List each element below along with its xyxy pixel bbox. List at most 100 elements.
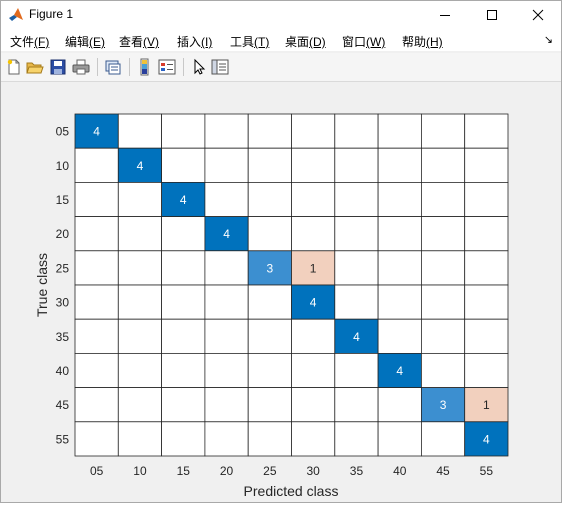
matrix-cell-7-7	[377, 352, 422, 388]
matrix-cell-4-2	[161, 250, 206, 286]
matrix-cell-7-0	[74, 352, 119, 388]
matrix-cell-5-9	[464, 284, 509, 320]
matrix-cell-5-0	[74, 284, 119, 320]
window-title: Figure 1	[29, 7, 74, 21]
matrix-cell-7-6	[334, 352, 379, 388]
matrix-cell-5-6	[334, 284, 379, 320]
close-button[interactable]	[515, 1, 561, 29]
close-icon	[532, 9, 544, 21]
x-tick-label: 05	[90, 464, 104, 478]
menu-edit[interactable]: 编辑(E)	[65, 35, 106, 49]
y-tick-label: 20	[56, 227, 70, 241]
matrix-cell-4-0	[74, 250, 119, 286]
matrix-cell-8-0	[74, 387, 119, 423]
save-icon[interactable]	[49, 58, 67, 76]
matrix-cell-6-5	[291, 318, 336, 354]
matrix-cell-6-3	[204, 318, 249, 354]
menu-tools[interactable]: 工具(T)	[230, 35, 270, 49]
cell-value-8-8: 3	[440, 398, 447, 412]
toolbar-separator	[183, 58, 184, 76]
matrix-cell-8-8	[420, 387, 466, 423]
matrix-cell-9-4	[247, 421, 292, 457]
matrix-cell-3-5	[291, 216, 336, 252]
matrix-cell-5-4	[247, 284, 292, 320]
menu-view[interactable]: 查看(V)	[119, 35, 160, 49]
matrix-cell-7-9	[464, 352, 509, 388]
open-file-icon[interactable]	[26, 58, 44, 76]
new-figure-icon[interactable]	[5, 58, 23, 76]
menu-window[interactable]: 窗口(W)	[342, 35, 386, 49]
y-tick-label: 35	[56, 330, 70, 344]
matrix-cell-0-3	[204, 113, 249, 149]
print-icon[interactable]	[72, 58, 90, 76]
matrix-cell-2-2	[161, 182, 206, 218]
link-plot-icon[interactable]	[104, 58, 122, 76]
x-axis-label: Predicted class	[244, 483, 339, 499]
matrix-cell-7-3	[204, 352, 249, 388]
matrix-cell-0-1	[117, 113, 163, 149]
matrix-cell-2-9	[464, 182, 509, 218]
y-tick-label: 25	[56, 261, 70, 275]
matrix-cell-9-1	[117, 421, 163, 457]
matrix-cell-6-6	[334, 318, 379, 354]
title-bar[interactable]: Figure 1	[1, 1, 561, 29]
cell-value-3-3: 4	[223, 227, 230, 241]
matrix-cell-5-8	[420, 284, 466, 320]
property-inspector-icon[interactable]	[211, 58, 229, 76]
matrix-cell-3-2	[161, 216, 206, 252]
toolbar-separator	[129, 58, 130, 76]
menu-desktop[interactable]: 桌面(D)	[285, 35, 326, 49]
matrix-cell-7-2	[161, 352, 206, 388]
menu-help[interactable]: 帮助(H)	[402, 35, 443, 49]
matrix-cell-5-1	[117, 284, 163, 320]
x-tick-label: 15	[177, 464, 191, 478]
y-axis-label: True class	[34, 253, 50, 317]
matrix-cell-6-0	[74, 318, 119, 354]
menu-insert[interactable]: 插入(I)	[177, 35, 213, 49]
matrix-cell-3-3	[204, 216, 249, 252]
matrix-cell-4-3	[204, 250, 249, 286]
matrix-cell-2-7	[377, 182, 422, 218]
y-tick-label: 45	[56, 398, 70, 412]
matrix-cell-1-7	[377, 147, 422, 183]
menu-overflow-arrow-icon[interactable]: ↘	[543, 34, 553, 46]
matrix-cell-3-1	[117, 216, 163, 252]
minimize-button[interactable]	[422, 1, 468, 29]
matrix-cell-2-8	[420, 182, 466, 218]
matrix-cell-8-1	[117, 387, 163, 423]
matrix-cell-8-2	[161, 387, 206, 423]
matrix-cell-1-9	[464, 147, 509, 183]
colorbar-icon[interactable]	[136, 58, 154, 76]
matrix-cell-6-1	[117, 318, 163, 354]
matrix-cell-8-5	[291, 387, 336, 423]
y-tick-label: 10	[56, 159, 70, 173]
figure-canvas[interactable]: 4 4 4 4 3 1 4 4 4 3 1 4 05 10 15 20 25 30 35 40 45 55 05 10 15…	[1, 82, 561, 502]
matrix-cell-4-6	[334, 250, 379, 286]
maximize-icon	[487, 10, 497, 20]
matrix-cell-9-7	[377, 421, 422, 457]
legend-icon[interactable]	[158, 58, 176, 76]
matrix-cell-2-4	[247, 182, 292, 218]
cell-value-9-9: 4	[483, 432, 490, 446]
x-tick-label: 20	[220, 464, 234, 478]
matrix-cell-9-3	[204, 421, 249, 457]
matrix-cell-8-3	[204, 387, 249, 423]
matrix-cell-9-2	[161, 421, 206, 457]
matrix-cell-8-6	[334, 387, 379, 423]
matrix-cell-8-7	[377, 387, 422, 423]
menu-file[interactable]: 文件(F)	[10, 35, 50, 49]
matrix-cell-9-5	[291, 421, 336, 457]
matrix-cell-3-8	[420, 216, 466, 252]
matrix-cell-1-6	[334, 147, 379, 183]
confusion-chart: 4 4 4 4 3 1 4 4 4 3 1 4 05 10 15 20 25 30 35 40 45 55 05 10 15…	[34, 113, 509, 499]
matrix-cell-4-9	[464, 250, 509, 286]
pointer-icon[interactable]	[190, 58, 208, 76]
matrix-cell-2-1	[117, 182, 163, 218]
maximize-button[interactable]	[469, 1, 515, 29]
y-tick-label: 30	[56, 296, 70, 310]
x-tick-label: 35	[350, 464, 364, 478]
cell-value-6-6: 4	[353, 330, 360, 344]
matrix-cell-7-1	[117, 352, 163, 388]
matrix-cell-9-8	[420, 421, 466, 457]
matrix-cell-0-7	[377, 113, 422, 149]
